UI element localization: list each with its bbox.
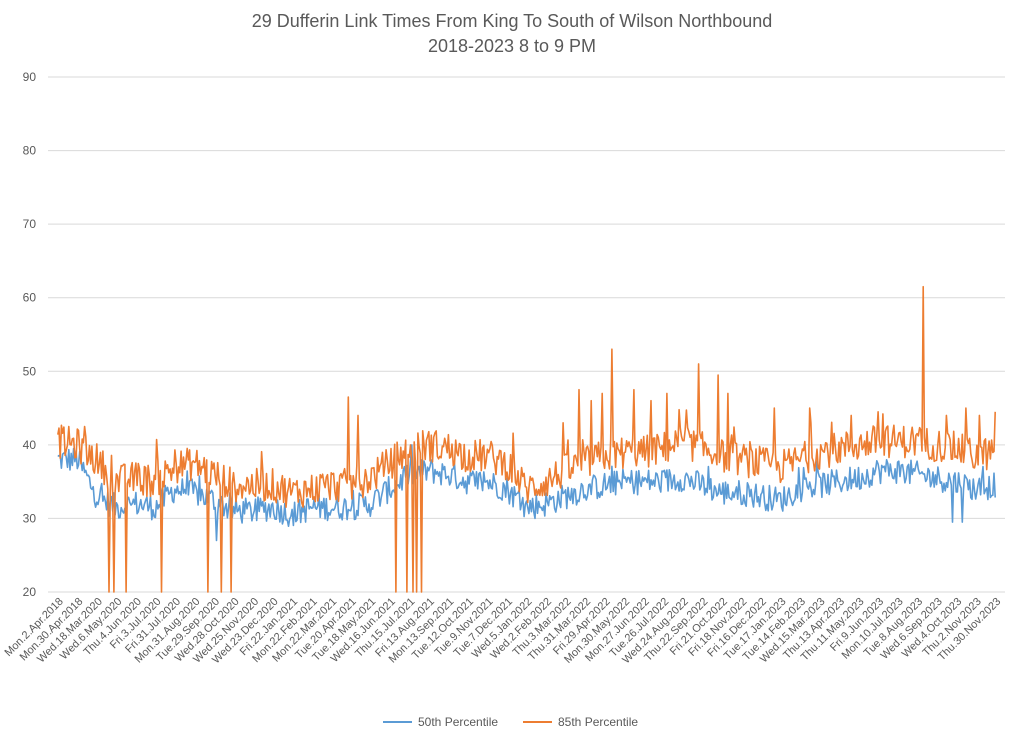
chart-subtitle: 2018-2023 8 to 9 PM <box>428 36 596 56</box>
series-line-50th <box>57 444 996 542</box>
gridlines <box>48 76 1005 593</box>
y-tick-label: 40 <box>23 438 37 452</box>
legend-item-85th: 85th Percentile <box>523 715 638 729</box>
series-lines <box>57 285 996 593</box>
legend-label-85th: 85th Percentile <box>558 715 638 729</box>
y-tick-label: 70 <box>23 217 37 231</box>
series-line-85th <box>57 285 996 593</box>
y-axis-ticks: 20 30 40 50 60 70 80 90 <box>23 70 37 599</box>
x-axis-ticks: Mon.2.Apr.2018Mon.30.Apr.2018Wed.18.Mar.… <box>2 596 1003 667</box>
y-tick-label: 20 <box>23 585 37 599</box>
y-tick-label: 80 <box>23 144 37 158</box>
legend-label-50th: 50th Percentile <box>418 715 498 729</box>
y-tick-label: 60 <box>23 291 37 305</box>
y-tick-label: 50 <box>23 364 37 378</box>
legend: 50th Percentile 85th Percentile <box>383 715 638 729</box>
chart-title: 29 Dufferin Link Times From King To Sout… <box>252 11 773 31</box>
y-tick-label: 90 <box>23 70 37 84</box>
legend-item-50th: 50th Percentile <box>383 715 498 729</box>
y-tick-label: 30 <box>23 511 37 525</box>
